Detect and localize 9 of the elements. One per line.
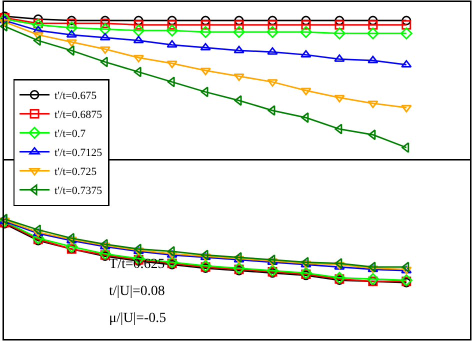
legend-label: t'/t=0.7375 xyxy=(54,185,103,198)
legend-label: t'/t=0.7125 xyxy=(54,147,103,160)
legend-label: t'/t=0.6875 xyxy=(54,109,103,122)
annotation: t/|U|=0.08 xyxy=(109,284,165,299)
legend-label: t'/t=0.7 xyxy=(54,128,86,140)
annotation: T/t=0.625 xyxy=(109,257,165,272)
legend-label: t'/t=0.675 xyxy=(54,90,98,102)
annotation: μ/|U|=-0.5 xyxy=(109,311,166,326)
legend-label: t'/t=0.725 xyxy=(54,166,98,178)
